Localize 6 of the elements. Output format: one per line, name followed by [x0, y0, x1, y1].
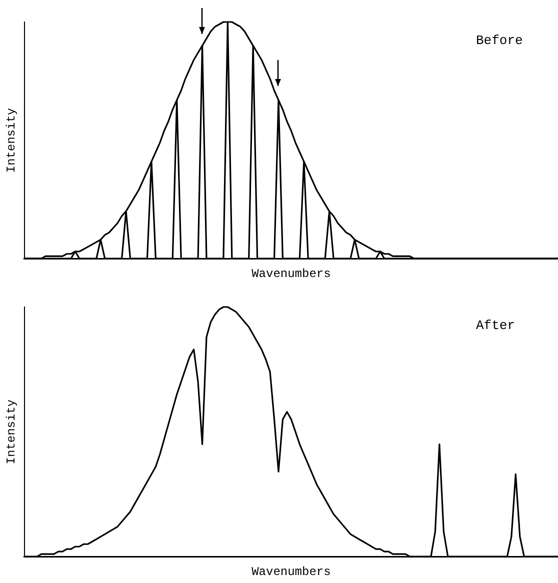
annotation: After: [476, 318, 516, 333]
y-axis-title: Intensity: [4, 399, 18, 464]
y-axis-title: Intensity: [4, 108, 18, 173]
x-axis-title: Wavenumbers: [252, 266, 331, 281]
annotation: Before: [476, 32, 523, 48]
x-axis-title: Wavenumbers: [252, 564, 331, 579]
